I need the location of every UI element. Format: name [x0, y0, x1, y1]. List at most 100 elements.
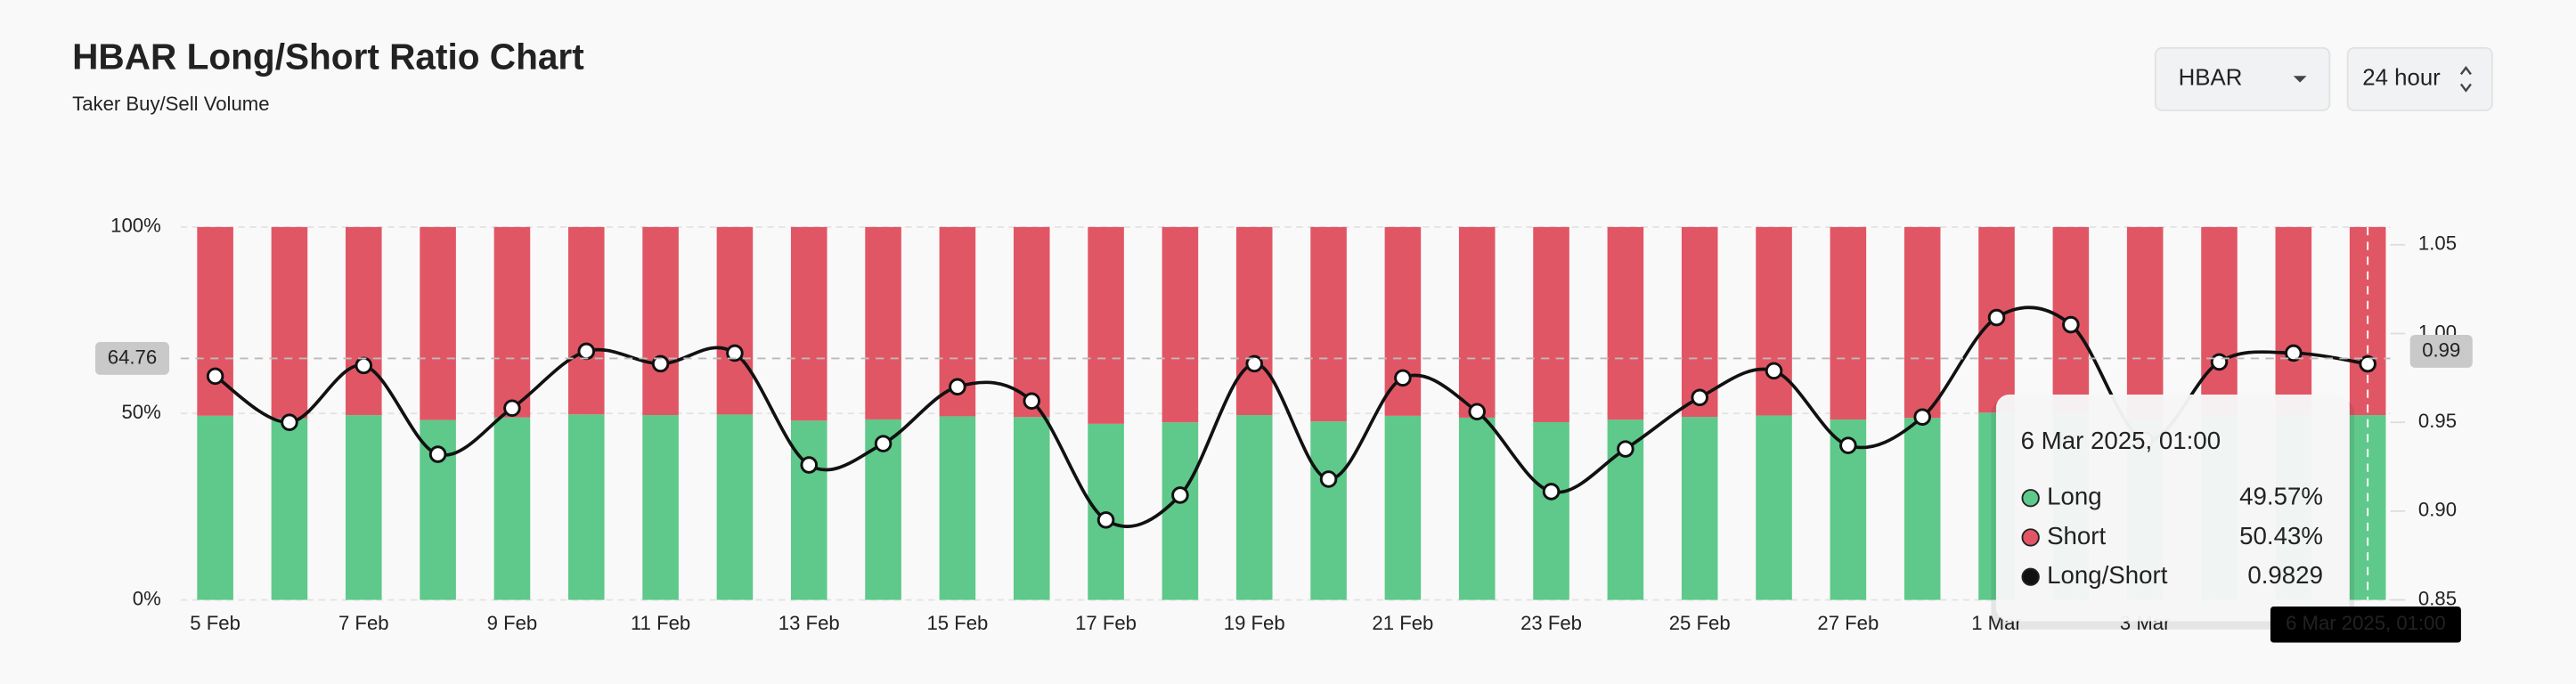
- ratio-point: [1542, 483, 1561, 501]
- ratio-point: [2285, 344, 2303, 362]
- x-tick-label: 11 Feb: [631, 612, 690, 634]
- ratio-point: [1691, 388, 1708, 407]
- short-bar: [345, 226, 382, 416]
- ratio-point: [1319, 470, 1338, 488]
- dropdown-caret: [2459, 65, 2472, 93]
- ratio-point: [1765, 362, 1783, 380]
- long-bar: [345, 415, 382, 600]
- tooltip-series-name: Long: [2047, 483, 2102, 510]
- short-bar: [420, 226, 456, 420]
- short-bar: [865, 226, 901, 419]
- ratio-point: [2210, 353, 2229, 371]
- ratio-point: [1096, 511, 1115, 529]
- short-bar: [2126, 226, 2164, 419]
- ratio-point: [1468, 403, 1486, 421]
- short-bar: [271, 226, 308, 419]
- tooltip-value: 49.57%: [2239, 483, 2323, 510]
- x-tick-label: 23 Feb: [1520, 612, 1582, 634]
- long-bar: [1384, 415, 1422, 600]
- x-tick-label: 15 Feb: [926, 612, 988, 634]
- long-bar: [1310, 421, 1347, 600]
- short-bar: [1903, 226, 1941, 419]
- short-bar: [642, 226, 679, 416]
- tooltip-swatch: [2021, 528, 2040, 547]
- crosshair-y-badge: [94, 341, 169, 375]
- short-bar: [1013, 226, 1050, 418]
- x-tick-label: 27 Feb: [1817, 612, 1879, 634]
- ratio-point: [1394, 369, 1412, 387]
- ratio-point: [949, 378, 966, 396]
- short-bar: [1235, 226, 1273, 416]
- tooltip-value: 0.9829: [2247, 561, 2323, 589]
- long-bar: [790, 420, 827, 600]
- crosshair-y-label: 64.76: [108, 346, 157, 368]
- ratio-point: [1839, 436, 1857, 454]
- long-bar: [1756, 415, 1792, 600]
- short-bar: [1533, 226, 1569, 422]
- ratio-point: [1913, 408, 1931, 426]
- long-bar: [197, 415, 233, 600]
- x-tick-label: 9 Feb: [487, 612, 538, 634]
- tooltip-series-name: Long/Short: [2047, 561, 2168, 589]
- dropdown-box[interactable]: [2154, 46, 2331, 111]
- x-tick-label: 25 Feb: [1669, 612, 1731, 634]
- crosshair-x-label: 6 Mar 2025, 01:00: [2286, 612, 2446, 634]
- ratio-point: [503, 399, 521, 418]
- period-dropdown[interactable]: 24 hour: [2346, 46, 2493, 111]
- short-bar: [1756, 226, 1792, 416]
- crosshair-x-badge: [2270, 606, 2461, 643]
- page-title: HBAR Long/Short Ratio Chart: [72, 36, 584, 77]
- ratio-point: [355, 356, 373, 375]
- crosshair-y2-badge: [2409, 335, 2473, 368]
- long-bar: [939, 416, 976, 600]
- ratio-point: [206, 367, 224, 386]
- ratio-point: [1023, 392, 1041, 411]
- long-bar: [1458, 417, 1496, 600]
- short-bar: [493, 226, 531, 418]
- y2-tick-label: 0.95: [2418, 410, 2457, 432]
- long-bar: [493, 417, 531, 600]
- dropdown-label[interactable]: HBAR: [2179, 66, 2243, 91]
- long-bar: [271, 418, 308, 600]
- x-tick-label: 17 Feb: [1075, 612, 1137, 634]
- ratio-point: [428, 445, 447, 463]
- ratio-point: [800, 456, 819, 474]
- page-subtitle: Taker Buy/Sell Volume: [72, 93, 269, 115]
- ratio-point: [577, 342, 596, 361]
- x-tick-label: 7 Feb: [338, 612, 389, 634]
- short-bar: [790, 226, 827, 421]
- long-bar: [567, 414, 605, 600]
- tooltip-swatch: [2021, 489, 2040, 508]
- symbol-dropdown[interactable]: HBAR: [2154, 46, 2331, 111]
- y-tick-label: 100%: [110, 215, 161, 237]
- short-bar: [1607, 226, 1644, 420]
- tooltip-swatch: [2021, 567, 2040, 586]
- long-bar: [1903, 418, 1941, 600]
- tooltip-title: 6 Mar 2025, 01:00: [2021, 427, 2221, 454]
- short-bar: [567, 226, 605, 415]
- ratio-point: [1987, 308, 2006, 327]
- short-bar: [2275, 226, 2312, 415]
- short-bar: [716, 226, 754, 415]
- short-bar: [1088, 226, 1124, 424]
- ratio-point: [1171, 486, 1189, 504]
- tooltip-value: 50.43%: [2239, 522, 2323, 550]
- tooltip-series-name: Short: [2047, 522, 2106, 550]
- y2-tick-label: 0.85: [2418, 587, 2457, 609]
- y-tick-label: 0%: [133, 587, 161, 609]
- ratio-point: [1617, 440, 1634, 458]
- long-bar: [716, 414, 754, 600]
- dropdown-box[interactable]: [2346, 46, 2493, 111]
- y2-tick-label: 1.05: [2418, 232, 2457, 255]
- y2-tick-label: 0.90: [2418, 499, 2457, 521]
- x-tick-label: 21 Feb: [1372, 612, 1433, 634]
- ratio-point: [874, 435, 893, 452]
- dropdown-label[interactable]: 24 hour: [2362, 66, 2441, 91]
- x-tick-label: 13 Feb: [779, 612, 840, 634]
- ratio-point: [2062, 315, 2080, 334]
- long-bar: [1162, 422, 1199, 600]
- short-bar: [1310, 226, 1347, 422]
- long-bar: [642, 415, 679, 600]
- short-bar: [1162, 226, 1199, 423]
